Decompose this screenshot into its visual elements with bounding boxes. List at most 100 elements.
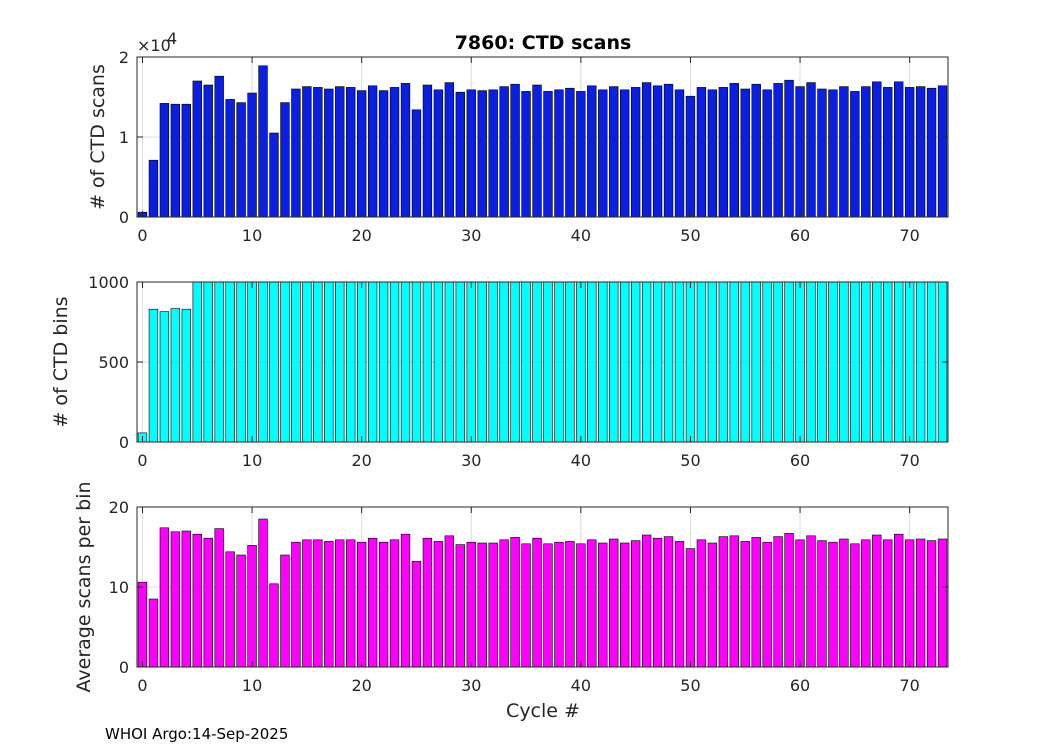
x-tick-label: 10: [242, 226, 262, 245]
bar: [488, 281, 498, 443]
bar: [641, 534, 652, 668]
bar: [609, 281, 619, 443]
bar: [762, 281, 772, 443]
bar: [302, 281, 312, 443]
bar: [598, 89, 608, 218]
bar: [532, 84, 542, 218]
bar: [565, 281, 575, 443]
bar: [663, 536, 674, 668]
bar: [652, 85, 663, 218]
bar: [367, 85, 378, 218]
x-tick-label: 70: [899, 451, 919, 470]
bar: [795, 86, 805, 218]
bar: [652, 537, 663, 668]
bar: [696, 539, 707, 668]
bar: [652, 281, 663, 443]
bar: [148, 598, 159, 668]
bar: [926, 540, 937, 668]
bar: [915, 538, 926, 668]
bar: [280, 102, 290, 218]
x-tick-label: 50: [680, 676, 700, 695]
bar: [861, 86, 871, 218]
bar: [148, 308, 159, 443]
bar: [773, 536, 783, 668]
bar: [159, 311, 170, 443]
y-tick-label: 10: [109, 578, 129, 597]
bar: [587, 85, 597, 218]
bar: [411, 109, 422, 218]
bar: [192, 281, 202, 443]
x-tick-label: 20: [351, 451, 371, 470]
bar: [587, 539, 597, 668]
bar: [269, 281, 279, 443]
bar: [915, 281, 926, 443]
bar: [181, 530, 191, 668]
y-tick-label: 0: [119, 208, 129, 227]
bar: [455, 91, 465, 218]
bar: [828, 281, 838, 443]
bar: [422, 537, 433, 668]
bar: [302, 539, 312, 668]
bar: [203, 84, 213, 218]
bar: [225, 551, 235, 668]
bar: [554, 541, 564, 668]
bar: [795, 281, 805, 443]
bar: [751, 83, 761, 218]
bar: [400, 533, 411, 668]
bar: [806, 535, 816, 668]
bar: [762, 541, 772, 668]
bar: [620, 281, 630, 443]
x-tick-label: 10: [242, 676, 262, 695]
bar: [225, 281, 235, 443]
bar: [444, 535, 455, 668]
y-tick-label: 0: [119, 658, 129, 677]
bar: [510, 281, 520, 443]
x-tick-label: 60: [790, 226, 810, 245]
bar: [554, 281, 564, 443]
bar: [302, 86, 312, 218]
bar: [729, 535, 739, 668]
x-tick-label: 40: [571, 676, 591, 695]
bar: [433, 281, 444, 443]
bar: [455, 281, 465, 443]
x-tick-label: 20: [351, 226, 371, 245]
bar: [521, 543, 531, 668]
bar: [477, 90, 487, 218]
bar: [291, 541, 301, 668]
bar: [893, 533, 904, 668]
bar: [609, 538, 619, 668]
bar: [685, 95, 696, 218]
footer-credit: WHOI Argo:14-Sep-2025: [105, 725, 289, 743]
y-tick-label: 2: [119, 48, 129, 67]
bar: [740, 541, 750, 668]
bar: [433, 89, 444, 218]
bar: [247, 92, 257, 218]
bar: [510, 537, 520, 668]
bar: [850, 91, 860, 218]
bar: [477, 281, 487, 443]
bar: [269, 132, 279, 218]
bar: [258, 65, 268, 218]
x-tick-label: 40: [571, 451, 591, 470]
bar: [915, 86, 926, 218]
bar: [236, 554, 246, 668]
y-tick-label: 1: [119, 128, 129, 147]
bar: [707, 281, 718, 443]
x-tick-label: 10: [242, 451, 262, 470]
bar: [313, 281, 323, 443]
bar: [762, 89, 772, 218]
bar: [258, 281, 268, 443]
x-tick-label: 0: [137, 226, 147, 245]
bar: [598, 542, 608, 668]
x-tick-label: 50: [680, 451, 700, 470]
bar: [729, 83, 739, 218]
bar: [389, 539, 400, 668]
bar: [159, 103, 170, 218]
bar: [565, 541, 575, 668]
bar: [609, 86, 619, 218]
subplot-3: 0 10 20 30 40 50 60 70 0 10 20 Average scans per bi…: [73, 481, 949, 695]
bar: [872, 81, 882, 218]
y-tick-label: 1000: [88, 273, 129, 292]
bar: [773, 281, 783, 443]
